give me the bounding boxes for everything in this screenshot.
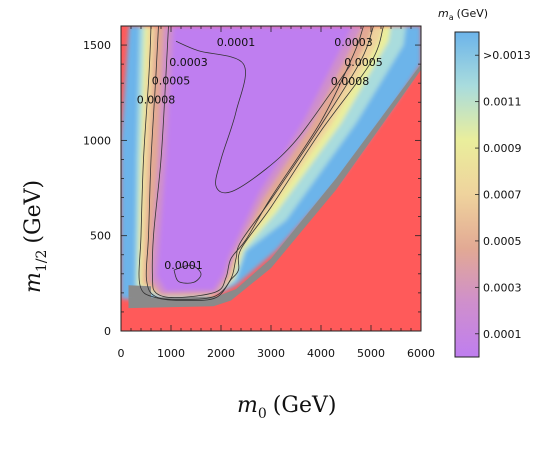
contour-line-3 [145, 26, 374, 301]
x-tick-label: 5000 [357, 347, 385, 360]
plot-area: 0.0001 0.0003 0.0005 0.0008 0.0003 0.0005 0.00… [121, 26, 421, 331]
contour-label-4: 0.0008 [137, 93, 176, 106]
colorbar-tick-label: 0.0011 [483, 96, 522, 109]
y-axis-title: m1/2(GeV) [21, 180, 50, 293]
contour-label-6: 0.0005 [344, 56, 383, 69]
y-tick-label: 1500 [83, 39, 111, 52]
contour-label-1: 0.0001 [217, 36, 256, 49]
gray-band-1 [128, 64, 421, 309]
colorbar: >0.0013 0.0011 0.0009 0.0007 0.0005 0.0003 0.0… [454, 31, 531, 358]
colorbar-tick-label: 0.0001 [483, 328, 522, 341]
color-band-7 [157, 26, 352, 291]
colorbar-tick-label: 0.0009 [483, 142, 522, 155]
contour-line-4 [138, 26, 384, 301]
x-tick-label: 2000 [207, 347, 235, 360]
colorbar-tick-label: 0.0005 [483, 235, 522, 248]
y-tick-label: 0 [104, 325, 111, 338]
x-tick-label: 6000 [407, 347, 435, 360]
contour-label-5: 0.0003 [334, 36, 373, 49]
x-tick-label: 3000 [257, 347, 285, 360]
contour-label-8: 0.0001 [164, 259, 203, 272]
contour-label-7: 0.0008 [331, 75, 370, 88]
x-axis-title: m0 (GeV) [237, 393, 336, 422]
colorbar-tick-label: 0.0003 [483, 281, 522, 294]
x-tick-label: 1000 [157, 347, 185, 360]
x-tick-label: 0 [118, 347, 125, 360]
colorbar-tick-label: 0.0007 [483, 189, 522, 202]
colorbar-tick-label: >0.0013 [483, 49, 531, 62]
contour-line-5 [173, 264, 202, 284]
contour-line-1 [175, 40, 352, 194]
gray-band-2 [128, 285, 151, 299]
contour-label-3: 0.0005 [152, 74, 191, 87]
y-tick-label: 1000 [83, 134, 111, 147]
contour-line-2 [151, 26, 364, 299]
contour-label-2: 0.0003 [169, 56, 208, 69]
x-tick-label: 4000 [307, 347, 335, 360]
y-tick-label: 500 [90, 230, 111, 243]
axis-ticks: 0 1000 2000 3000 4000 5000 6000 0 500 1000 1500 [83, 25, 435, 360]
colorbar-title: ma (GeV) [438, 7, 488, 22]
